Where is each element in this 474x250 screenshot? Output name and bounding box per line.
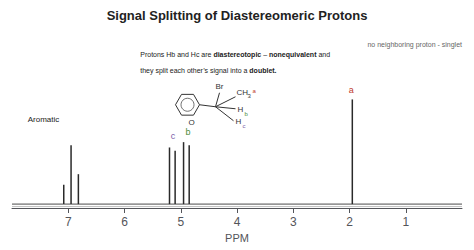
svg-text:they split each other’s signal: they split each other’s signal into a: [140, 67, 249, 75]
svg-text:b: b: [245, 111, 249, 117]
svg-text:nonequivalent: nonequivalent: [269, 51, 317, 59]
svg-text:Aromatic: Aromatic: [28, 115, 60, 124]
svg-text:c: c: [243, 123, 246, 129]
svg-text:b: b: [186, 127, 191, 137]
svg-text:CH: CH: [237, 88, 249, 97]
svg-text:7: 7: [65, 215, 72, 229]
svg-text:O: O: [188, 118, 194, 127]
svg-text:–: –: [261, 51, 269, 58]
svg-text:2: 2: [346, 215, 353, 229]
svg-text:6: 6: [121, 215, 128, 229]
svg-text:3: 3: [248, 93, 252, 99]
svg-text:Signal Splitting of Diastereom: Signal Splitting of Diastereomeric Proto…: [107, 8, 368, 23]
svg-text:diastereotopic: diastereotopic: [213, 51, 261, 59]
svg-text:1: 1: [402, 215, 409, 229]
svg-text:PPM: PPM: [225, 232, 249, 244]
svg-text:4: 4: [234, 215, 241, 229]
svg-text:Protons Hb and Hc are: Protons Hb and Hc are: [140, 51, 213, 58]
svg-text:Br: Br: [216, 82, 224, 91]
svg-text:and: and: [316, 51, 330, 58]
svg-text:a: a: [253, 88, 257, 94]
svg-text:a: a: [349, 85, 354, 95]
svg-text:doublet.: doublet.: [249, 67, 276, 74]
svg-text:c: c: [171, 131, 176, 141]
svg-text:5: 5: [177, 215, 184, 229]
svg-text:no neighboring proton - single: no neighboring proton - singlet: [367, 41, 462, 49]
svg-text:3: 3: [290, 215, 297, 229]
svg-text:H: H: [236, 117, 242, 126]
svg-text:H: H: [238, 105, 244, 114]
